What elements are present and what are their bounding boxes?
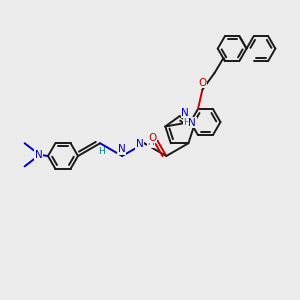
Text: H: H	[148, 138, 154, 147]
Text: N: N	[181, 107, 189, 118]
Text: N: N	[188, 118, 196, 128]
Text: O: O	[198, 78, 207, 88]
Text: N: N	[136, 139, 144, 149]
Text: N: N	[34, 150, 42, 160]
Text: H: H	[183, 118, 190, 127]
Text: H: H	[98, 147, 105, 156]
Text: O: O	[148, 133, 156, 142]
Text: N: N	[118, 144, 125, 154]
